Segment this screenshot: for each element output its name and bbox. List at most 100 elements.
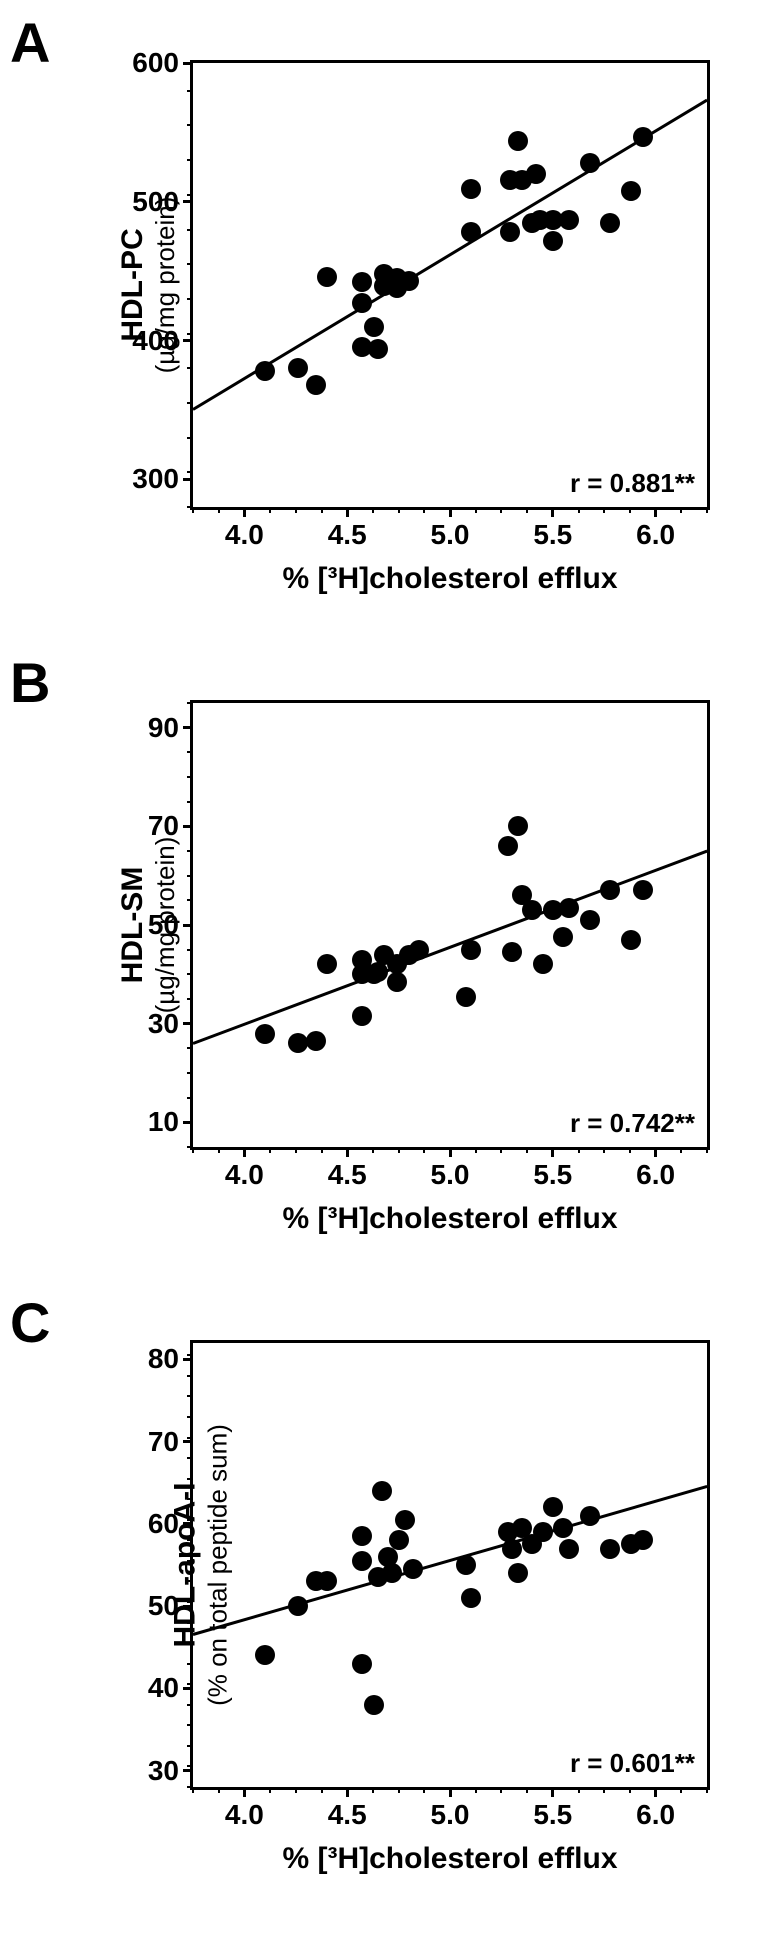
data-point [409, 940, 429, 960]
data-point [533, 1522, 553, 1542]
data-point [508, 816, 528, 836]
panel-label-B: B [10, 650, 50, 715]
data-point [317, 1571, 337, 1591]
data-point [387, 972, 407, 992]
data-point [352, 1006, 372, 1026]
ytick-label: 10 [148, 1106, 179, 1138]
data-point [502, 1539, 522, 1559]
ytick-label: 600 [132, 47, 179, 79]
data-point [543, 1497, 563, 1517]
data-point [403, 1559, 423, 1579]
data-point [600, 880, 620, 900]
ytick-label: 90 [148, 712, 179, 744]
xtick-label: 4.5 [328, 1159, 367, 1191]
xtick-label: 4.0 [225, 519, 264, 551]
ytick-label: 60 [148, 1508, 179, 1540]
xtick-label: 6.0 [636, 519, 675, 551]
xtick-label: 6.0 [636, 1799, 675, 1831]
data-point [255, 1024, 275, 1044]
panel-B: B HDL-SM (µg/mg protein) r = 0.742** 4.0… [0, 650, 764, 1290]
data-point [500, 222, 520, 242]
data-point [389, 1530, 409, 1550]
data-point [461, 222, 481, 242]
data-point [352, 293, 372, 313]
data-point [399, 271, 419, 291]
data-point [502, 942, 522, 962]
data-point [317, 954, 337, 974]
data-point [255, 361, 275, 381]
xtick-label: 5.0 [431, 519, 470, 551]
data-point [288, 1033, 308, 1053]
data-point [533, 954, 553, 974]
xtick-label: 5.5 [533, 1799, 572, 1831]
data-point [364, 1695, 384, 1715]
ytick-label: 80 [148, 1343, 179, 1375]
r-label-B: r = 0.742** [570, 1108, 695, 1139]
xtick-label: 6.0 [636, 1159, 675, 1191]
figure: A HDL-PC (µg/mg protein) r = 0.881** 4.0… [0, 0, 764, 1960]
plot-B-wrap: HDL-SM (µg/mg protein) r = 0.742** 4.04.… [190, 700, 710, 1150]
xtick-label: 4.0 [225, 1799, 264, 1831]
xtick-label: 4.5 [328, 1799, 367, 1831]
data-point [372, 1481, 392, 1501]
data-point [368, 962, 388, 982]
data-point [317, 267, 337, 287]
data-point [543, 231, 563, 251]
xtick-label: 4.5 [328, 519, 367, 551]
xtick-label: 5.0 [431, 1799, 470, 1831]
plot-B: r = 0.742** 4.04.55.05.56.01030507090 [190, 700, 710, 1150]
plot-C-wrap: HDL-apoA-I (% on total peptide sum) r = … [190, 1340, 710, 1790]
plot-A-wrap: HDL-PC (µg/mg protein) r = 0.881** 4.04.… [190, 60, 710, 510]
ytick-label: 30 [148, 1008, 179, 1040]
ytick-label: 50 [148, 909, 179, 941]
ylabel-B-main: HDL-SM [116, 837, 150, 1014]
data-point [461, 940, 481, 960]
data-point [255, 1645, 275, 1665]
xtick-label: 5.0 [431, 1159, 470, 1191]
data-point [553, 927, 573, 947]
data-point [395, 1510, 415, 1530]
panel-C: C HDL-apoA-I (% on total peptide sum) r … [0, 1290, 764, 1930]
data-point [633, 127, 653, 147]
xtick-label: 4.0 [225, 1159, 264, 1191]
data-point [364, 317, 384, 337]
panel-label-A: A [10, 10, 50, 75]
r-label-C: r = 0.601** [570, 1748, 695, 1779]
xtick-label: 5.5 [533, 519, 572, 551]
data-point [306, 1031, 326, 1051]
ytick-label: 40 [148, 1672, 179, 1704]
data-point [621, 181, 641, 201]
data-point [559, 210, 579, 230]
data-point [352, 1551, 372, 1571]
data-point [559, 1539, 579, 1559]
data-point [461, 1588, 481, 1608]
data-point [352, 272, 372, 292]
data-point [288, 1596, 308, 1616]
xlabel-B: % [³H]cholesterol efflux [282, 1202, 617, 1236]
data-point [508, 1563, 528, 1583]
ytick-label: 400 [132, 325, 179, 357]
data-point [580, 1506, 600, 1526]
ytick-label: 50 [148, 1590, 179, 1622]
data-point [522, 900, 542, 920]
data-point [580, 910, 600, 930]
plot-C: r = 0.601** 4.04.55.05.56.0304050607080 [190, 1340, 710, 1790]
ytick-label: 70 [148, 810, 179, 842]
data-point [306, 375, 326, 395]
data-point [498, 836, 518, 856]
data-point [621, 930, 641, 950]
data-point [456, 1555, 476, 1575]
panel-A: A HDL-PC (µg/mg protein) r = 0.881** 4.0… [0, 10, 764, 650]
plot-A: r = 0.881** 4.04.55.05.56.0300400500600 [190, 60, 710, 510]
data-point [508, 131, 528, 151]
xtick-label: 5.5 [533, 1159, 572, 1191]
data-point [526, 164, 546, 184]
data-point [559, 898, 579, 918]
ytick-label: 300 [132, 463, 179, 495]
data-point [382, 1563, 402, 1583]
data-point [461, 179, 481, 199]
xlabel-A: % [³H]cholesterol efflux [282, 562, 617, 596]
data-point [633, 880, 653, 900]
data-point [600, 213, 620, 233]
data-point [368, 339, 388, 359]
